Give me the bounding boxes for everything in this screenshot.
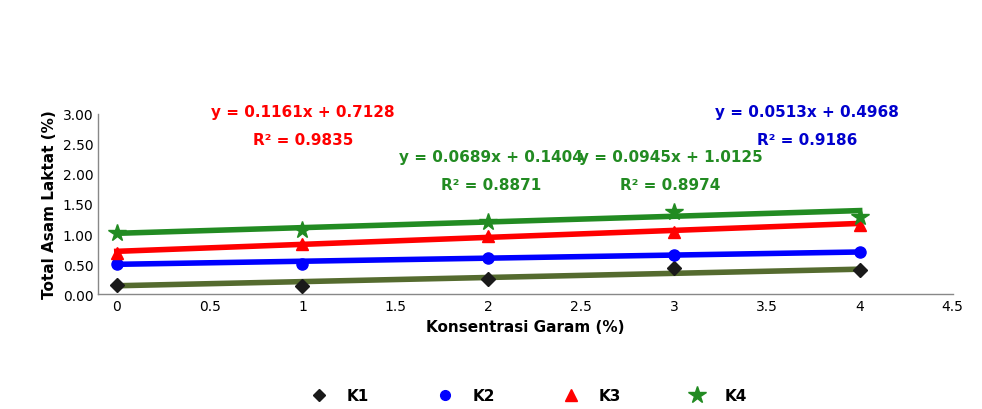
- Text: R² = 0.9835: R² = 0.9835: [253, 133, 354, 148]
- Text: y = 0.0689x + 0.1404: y = 0.0689x + 0.1404: [400, 150, 583, 165]
- Text: y = 0.0945x + 1.0125: y = 0.0945x + 1.0125: [578, 150, 762, 165]
- Y-axis label: Total Asam Laktat (%): Total Asam Laktat (%): [42, 110, 57, 299]
- Text: y = 0.1161x + 0.7128: y = 0.1161x + 0.7128: [211, 105, 395, 120]
- Text: R² = 0.8871: R² = 0.8871: [441, 178, 541, 193]
- Text: y = 0.0513x + 0.4968: y = 0.0513x + 0.4968: [715, 105, 900, 120]
- X-axis label: Konsentrasi Garam (%): Konsentrasi Garam (%): [426, 319, 625, 334]
- Legend: K1, K2, K3, K4: K1, K2, K3, K4: [298, 382, 753, 409]
- Text: R² = 0.8974: R² = 0.8974: [621, 178, 721, 193]
- Text: R² = 0.9186: R² = 0.9186: [757, 133, 857, 148]
